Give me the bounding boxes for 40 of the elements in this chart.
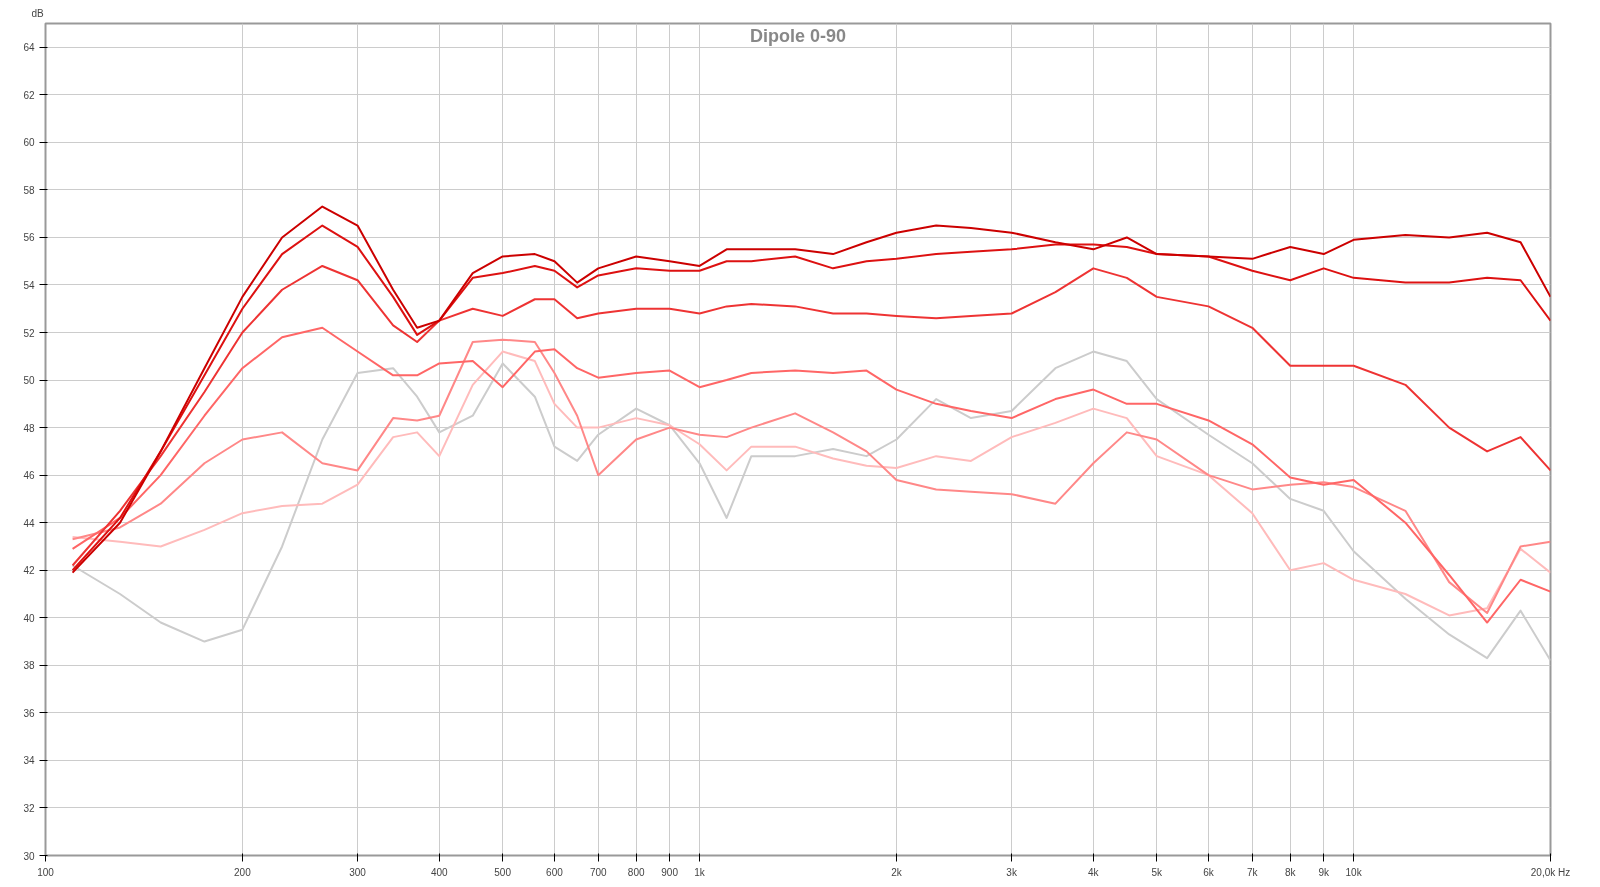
y-tick-label: 46 (23, 470, 35, 482)
y-tick-label: 56 (23, 232, 35, 244)
y-tick-label: 50 (23, 375, 35, 387)
x-tick-label: 500 (494, 866, 512, 878)
y-tick-label: 48 (23, 422, 35, 434)
x-tick-label: 600 (546, 866, 564, 878)
y-tick-label: 64 (23, 42, 35, 54)
chart-title: Dipole 0-90 (749, 25, 847, 46)
x-tick-label: 400 (430, 866, 449, 878)
y-tick-label: 38 (23, 660, 35, 672)
y-tick-label: 30 (23, 850, 35, 862)
y-tick-label: 36 (23, 707, 35, 719)
x-tick-label: 3k (1006, 866, 1018, 878)
x-tick-label: 10k (1345, 866, 1363, 878)
x-tick-label: 300 (349, 866, 367, 878)
y-tick-label: 40 (23, 612, 35, 624)
x-tick-label: 9k (1318, 866, 1330, 878)
y-tick-label: 42 (23, 565, 35, 577)
y-tick-label: 34 (23, 755, 35, 767)
x-tick-label: 700 (589, 866, 608, 878)
x-tick-label: 1k (694, 866, 706, 878)
x-tick-label: 7k (1247, 866, 1259, 878)
y-tick-label: 58 (23, 184, 35, 196)
x-tick-label: 5k (1151, 866, 1163, 878)
x-tick-label: 100 (37, 866, 55, 878)
y-tick-label: 32 (23, 802, 35, 814)
y-tick-label: 60 (23, 137, 35, 149)
x-tick-label: 20,0k Hz (1530, 866, 1571, 878)
x-tick-label: 8k (1284, 866, 1297, 878)
y-axis-title: dB (31, 7, 45, 19)
x-tick-label: 200 (234, 866, 252, 878)
y-tick-label: 54 (23, 279, 35, 291)
x-tick-label: 6k (1203, 866, 1215, 878)
x-tick-label: 4k (1088, 866, 1100, 878)
x-tick-label: 800 (627, 866, 645, 878)
x-tick-label: 2k (891, 866, 903, 878)
y-tick-label: 62 (23, 89, 35, 101)
x-tick-label: 900 (661, 866, 679, 878)
y-tick-label: 44 (23, 517, 35, 529)
y-tick-label: 52 (23, 327, 35, 339)
